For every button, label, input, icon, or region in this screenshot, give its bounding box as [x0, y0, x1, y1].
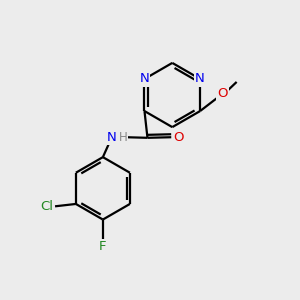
Text: N: N [195, 73, 205, 85]
Text: H: H [119, 131, 128, 144]
Text: F: F [99, 240, 106, 254]
Text: O: O [217, 87, 228, 100]
Text: O: O [173, 131, 184, 144]
Text: N: N [140, 73, 149, 85]
Text: Cl: Cl [40, 200, 53, 213]
Text: N: N [107, 131, 117, 144]
